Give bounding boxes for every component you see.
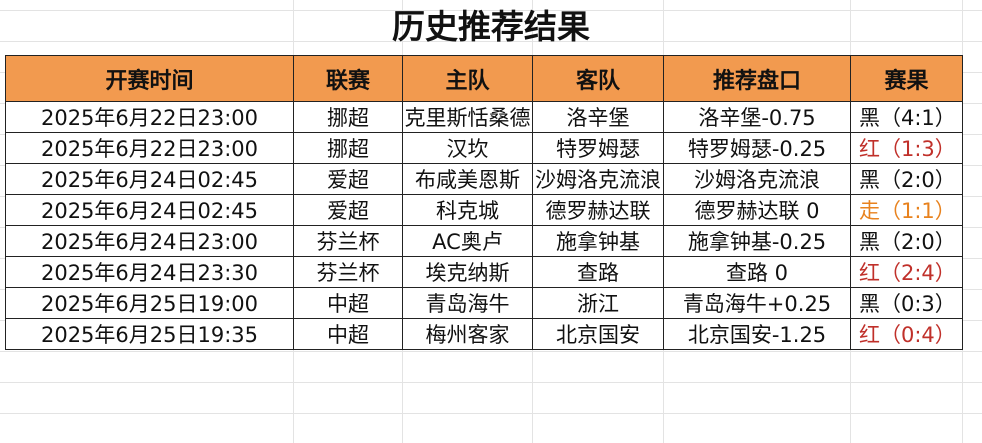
table-row: 2025年6月24日02:45 爱超 布咸美恩斯 沙姆洛克流浪 沙姆洛克流浪 黑（2:0） (5, 163, 963, 195)
cell-time[interactable]: 2025年6月24日23:30 (5, 256, 294, 288)
cell-time[interactable]: 2025年6月22日23:00 (5, 101, 294, 133)
cell-home[interactable]: 埃克纳斯 (402, 256, 533, 288)
cell-league[interactable]: 爱超 (293, 163, 403, 195)
cell-time[interactable]: 2025年6月24日02:45 (5, 163, 294, 195)
cell-pick[interactable]: 洛辛堡-0.75 (663, 101, 851, 133)
cell-home[interactable]: 青岛海牛 (402, 287, 533, 319)
cell-time[interactable]: 2025年6月22日23:00 (5, 132, 294, 164)
header-pick[interactable]: 推荐盘口 (663, 55, 851, 102)
table-row: 2025年6月24日23:30 芬兰杯 埃克纳斯 查路 查路 0 红（2:4） (5, 256, 963, 288)
cell-league[interactable]: 爱超 (293, 194, 403, 226)
cell-league[interactable]: 芬兰杯 (293, 225, 403, 257)
header-time[interactable]: 开赛时间 (5, 55, 294, 102)
cell-away[interactable]: 沙姆洛克流浪 (532, 163, 664, 195)
cell-result[interactable]: 走（1:1） (850, 194, 963, 226)
cell-home[interactable]: 科克城 (402, 194, 533, 226)
cell-league[interactable]: 芬兰杯 (293, 256, 403, 288)
cell-pick[interactable]: 青岛海牛+0.25 (663, 287, 851, 319)
cell-away[interactable]: 特罗姆瑟 (532, 132, 664, 164)
table-row: 2025年6月25日19:35 中超 梅州客家 北京国安 北京国安-1.25 红（0:4） (5, 318, 963, 350)
cell-pick[interactable]: 沙姆洛克流浪 (663, 163, 851, 195)
cell-result[interactable]: 红（1:3） (850, 132, 963, 164)
cell-result[interactable]: 红（2:4） (850, 256, 963, 288)
cell-league[interactable]: 挪超 (293, 132, 403, 164)
header-row: 开赛时间 联赛 主队 客队 推荐盘口 赛果 (5, 55, 963, 102)
cell-home[interactable]: AC奥卢 (402, 225, 533, 257)
cell-result[interactable]: 黑（2:0） (850, 163, 963, 195)
cell-away[interactable]: 洛辛堡 (532, 101, 664, 133)
cell-result[interactable]: 黑（4:1） (850, 101, 963, 133)
cell-time[interactable]: 2025年6月24日02:45 (5, 194, 294, 226)
cell-home[interactable]: 克里斯恬桑德 (402, 101, 533, 133)
cell-away[interactable]: 施拿钟基 (532, 225, 664, 257)
cell-away[interactable]: 查路 (532, 256, 664, 288)
header-result[interactable]: 赛果 (850, 55, 963, 102)
cell-home[interactable]: 布咸美恩斯 (402, 163, 533, 195)
cell-pick[interactable]: 查路 0 (663, 256, 851, 288)
cell-pick[interactable]: 特罗姆瑟-0.25 (663, 132, 851, 164)
cell-pick[interactable]: 施拿钟基-0.25 (663, 225, 851, 257)
cell-result[interactable]: 黑（0:3） (850, 287, 963, 319)
cell-time[interactable]: 2025年6月24日23:00 (5, 225, 294, 257)
header-home[interactable]: 主队 (402, 55, 533, 102)
cell-league[interactable]: 挪超 (293, 101, 403, 133)
table-row: 2025年6月24日02:45 爱超 科克城 德罗赫达联 德罗赫达联 0 走（1:1） (5, 194, 963, 226)
table-row: 2025年6月22日23:00 挪超 汉坎 特罗姆瑟 特罗姆瑟-0.25 红（1:3） (5, 132, 963, 164)
cell-time[interactable]: 2025年6月25日19:00 (5, 287, 294, 319)
cell-league[interactable]: 中超 (293, 318, 403, 350)
table-row: 2025年6月22日23:00 挪超 克里斯恬桑德 洛辛堡 洛辛堡-0.75 黑（4:1） (5, 101, 963, 133)
cell-home[interactable]: 梅州客家 (402, 318, 533, 350)
cell-home[interactable]: 汉坎 (402, 132, 533, 164)
cell-away[interactable]: 北京国安 (532, 318, 664, 350)
cell-time[interactable]: 2025年6月25日19:35 (5, 318, 294, 350)
header-league[interactable]: 联赛 (293, 55, 403, 102)
cell-pick[interactable]: 北京国安-1.25 (663, 318, 851, 350)
cell-pick[interactable]: 德罗赫达联 0 (663, 194, 851, 226)
cell-away[interactable]: 德罗赫达联 (532, 194, 664, 226)
sheet-title[interactable]: 历史推荐结果 (392, 7, 590, 46)
cell-away[interactable]: 浙江 (532, 287, 664, 319)
cell-league[interactable]: 中超 (293, 287, 403, 319)
cell-result[interactable]: 红（0:4） (850, 318, 963, 350)
header-away[interactable]: 客队 (532, 55, 664, 102)
table-row: 2025年6月25日19:00 中超 青岛海牛 浙江 青岛海牛+0.25 黑（0:3） (5, 287, 963, 319)
table-row: 2025年6月24日23:00 芬兰杯 AC奥卢 施拿钟基 施拿钟基-0.25 黑（2:0… (5, 225, 963, 257)
cell-result[interactable]: 黑（2:0） (850, 225, 963, 257)
results-table: 开赛时间 联赛 主队 客队 推荐盘口 赛果 2025年6月22日23:00 挪超克… (5, 55, 963, 350)
